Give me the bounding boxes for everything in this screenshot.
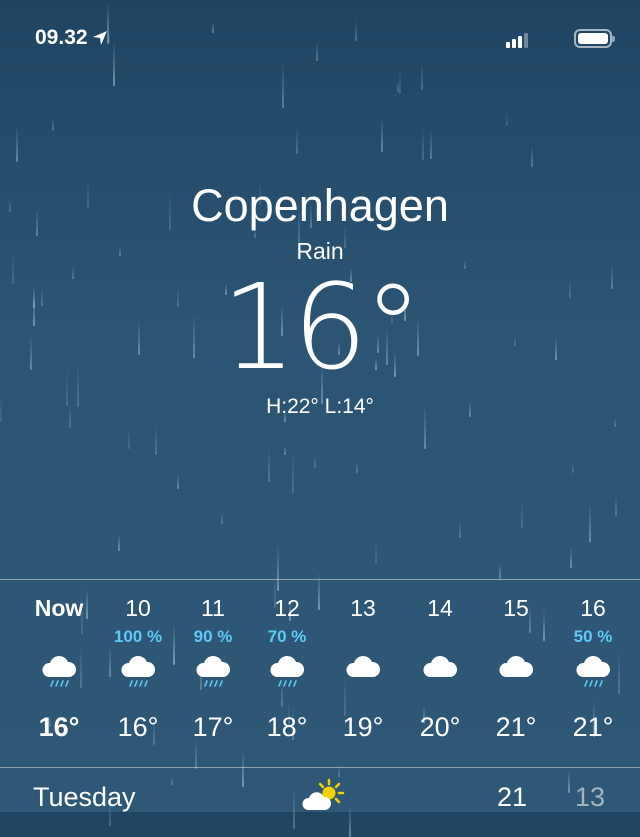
rain-streak: [521, 498, 524, 529]
rain-streak: [420, 62, 423, 91]
rain-streak: [421, 125, 424, 161]
rain-streak: [572, 461, 575, 473]
location-arrow-icon: [92, 31, 107, 45]
rain-streak: [117, 533, 120, 552]
precip-chance: 70 %: [267, 627, 307, 646]
rain-streak: [375, 536, 378, 565]
cloud-rain-icon: [19, 653, 99, 693]
rain-streak: [615, 494, 618, 516]
rain-streak: [283, 446, 286, 455]
cloud-icon: [323, 653, 403, 693]
rain-streak: [505, 110, 508, 126]
rain-streak: [396, 80, 399, 93]
hour-label: 15: [503, 595, 529, 621]
status-bar: 09.32: [0, 24, 640, 54]
precip-chance: 100 %: [113, 627, 163, 646]
day-high: 21: [497, 782, 528, 812]
hour-temperature: 21°: [495, 712, 537, 742]
hour-label: Now: [34, 595, 84, 621]
rain-streak: [268, 446, 271, 482]
cloud-icon: [400, 653, 480, 693]
status-time: 09.32: [35, 26, 108, 50]
hour-temperature: 19°: [342, 712, 384, 742]
rain-streak: [220, 511, 223, 524]
rain-streak: [588, 502, 591, 543]
current-weather: Copenhagen Rain 16° H:22° L:14°: [0, 180, 640, 419]
hour-temperature: 20°: [419, 712, 461, 742]
cloud-rain-icon: [553, 653, 633, 693]
rain-streak: [381, 116, 384, 152]
rain-streak: [296, 127, 299, 155]
condition: Rain: [296, 238, 344, 264]
divider: [0, 579, 640, 580]
rain-streak: [430, 128, 433, 159]
hour-temperature: 17°: [192, 712, 234, 742]
cloud-rain-icon: [98, 653, 178, 693]
precip-chance: 50 %: [573, 627, 613, 646]
rain-streak: [281, 61, 284, 109]
rain-streak: [570, 545, 573, 568]
rain-streak: [614, 417, 617, 428]
precip-chance: 90 %: [193, 627, 233, 646]
hour-label: 13: [350, 595, 376, 621]
divider: [0, 767, 640, 768]
hour-label: 12: [274, 595, 300, 621]
day-low: 13: [575, 782, 606, 812]
rain-streak: [399, 70, 402, 95]
hour-temperature: 21°: [572, 712, 614, 742]
rain-streak: [356, 460, 359, 474]
rain-streak: [52, 116, 55, 131]
rain-streak: [531, 144, 534, 167]
rain-streak: [458, 519, 461, 538]
current-temperature: 16°: [221, 258, 422, 396]
rain-streak: [499, 562, 502, 579]
hour-label: 11: [201, 595, 225, 621]
hour-temperature: 18°: [266, 712, 308, 742]
city-name: Copenhagen: [191, 180, 449, 231]
day-name: Tuesday: [33, 782, 136, 812]
hour-label: 10: [125, 595, 151, 621]
hour-label: 16: [580, 595, 606, 621]
clock: 09.32: [35, 26, 88, 49]
daily-row[interactable]: Tuesday 21 13: [0, 778, 640, 820]
signal-icon: [506, 33, 528, 48]
high-low: H:22° L:14°: [266, 395, 374, 418]
hour-temperature: 16°: [117, 712, 159, 742]
rain-streak: [313, 455, 316, 468]
cloud-rain-icon: [247, 653, 327, 693]
rain-streak: [128, 428, 131, 450]
cloud-icon: [476, 653, 556, 693]
partly-sunny-icon: [302, 778, 345, 810]
battery-icon: [574, 29, 615, 48]
rain-streak: [276, 544, 279, 591]
hour-label: 14: [427, 595, 453, 621]
rain-streak: [176, 475, 179, 489]
rain-streak: [155, 423, 158, 455]
cloud-rain-icon: [173, 653, 253, 693]
rain-streak: [291, 449, 294, 494]
rain-streak: [15, 125, 18, 162]
hourly-forecast[interactable]: Now 16° 10 100 % 16° 11 90 % 17° 12 70 % 18° 13 19° 1…: [0, 595, 640, 755]
hour-temperature: 16°: [38, 712, 80, 742]
